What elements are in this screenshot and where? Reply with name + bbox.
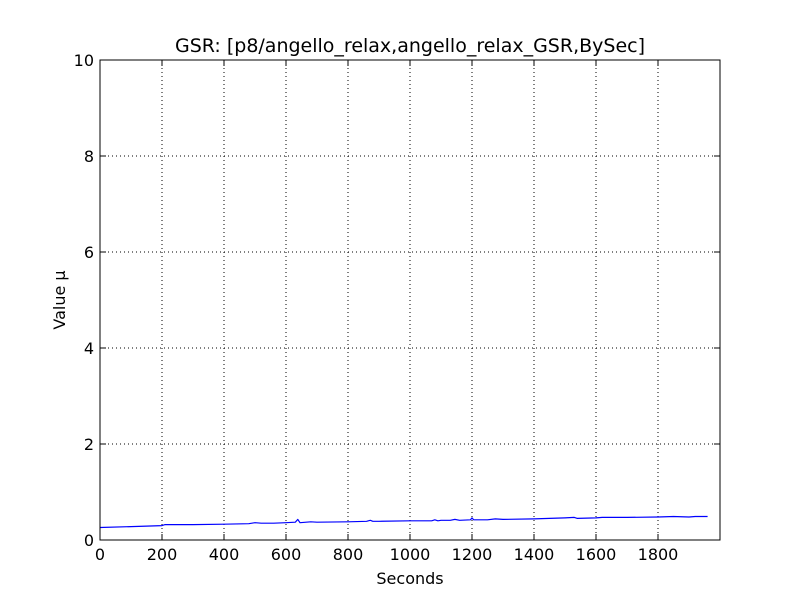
x-tick-label: 1800 bbox=[638, 545, 679, 564]
x-tick-label: 400 bbox=[209, 545, 240, 564]
y-tick-label: 4 bbox=[84, 339, 94, 358]
gsr-series-line bbox=[99, 515, 708, 529]
x-tick-label: 1200 bbox=[452, 545, 493, 564]
series-layer bbox=[99, 515, 708, 529]
y-tick-label: 6 bbox=[84, 243, 94, 262]
chart-title: GSR: [p8/angello_relax,angello_relax_GSR… bbox=[175, 35, 645, 57]
y-tick-label: 10 bbox=[74, 51, 94, 70]
y-axis-title: Value µ bbox=[50, 270, 69, 329]
x-tick-label: 800 bbox=[333, 545, 364, 564]
y-tick-label: 0 bbox=[84, 531, 94, 550]
x-tick-label: 0 bbox=[95, 545, 105, 564]
grid bbox=[100, 60, 720, 540]
x-axis-title: Seconds bbox=[376, 569, 443, 588]
y-tick-label: 2 bbox=[84, 435, 94, 454]
x-tick-label: 600 bbox=[271, 545, 302, 564]
x-tick-label: 200 bbox=[147, 545, 178, 564]
x-tick-label: 1600 bbox=[576, 545, 617, 564]
ticks: 0 200 400 600 800 1000 1200 1400 1600 1800 0 2 4 6 8 10 bbox=[74, 51, 720, 564]
y-tick-label: 8 bbox=[84, 147, 94, 166]
x-tick-label: 1400 bbox=[514, 545, 555, 564]
x-tick-label: 1000 bbox=[390, 545, 431, 564]
